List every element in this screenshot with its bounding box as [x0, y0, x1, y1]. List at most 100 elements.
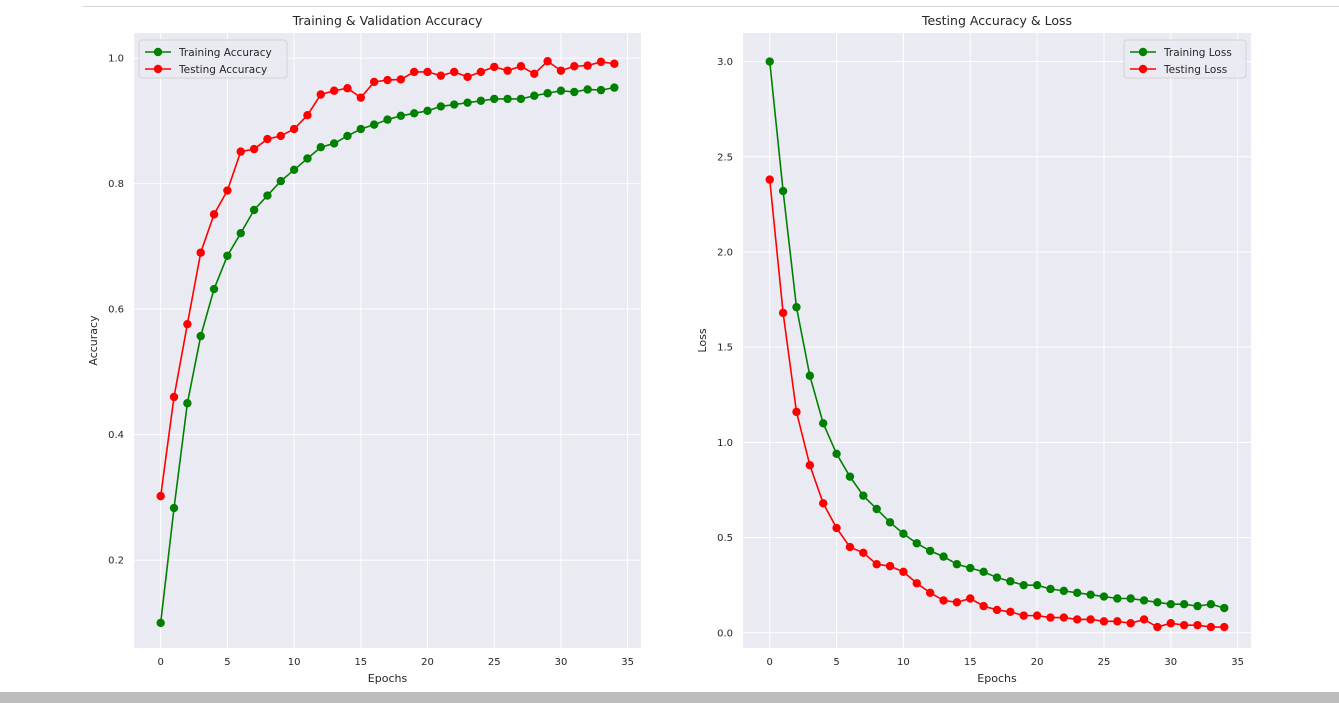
data-point: [570, 87, 579, 97]
data-point: [530, 69, 539, 78]
y-tick-label: 2.0: [717, 247, 733, 258]
data-point: [209, 284, 219, 294]
data-point: [792, 407, 801, 417]
data-point: [1019, 611, 1028, 620]
x-tick-label: 10: [288, 657, 301, 668]
legend-marker: [1138, 47, 1148, 57]
data-point: [925, 546, 935, 556]
data-point: [476, 96, 486, 105]
data-point: [169, 503, 179, 513]
series-testing: [156, 57, 619, 501]
x-tick-label: 15: [354, 657, 367, 668]
data-point: [396, 75, 406, 84]
data-point: [1126, 594, 1135, 603]
chart-title: Testing Accuracy & Loss: [921, 13, 1072, 28]
data-point: [1206, 600, 1216, 609]
y-axis-title: Loss: [696, 328, 709, 352]
data-point: [992, 573, 1002, 582]
data-point: [805, 371, 815, 380]
series-training: [765, 57, 1229, 613]
data-point: [610, 59, 619, 68]
y-tick-label: 0.5: [717, 533, 733, 544]
data-point: [396, 111, 406, 121]
x-tick-label: 35: [621, 657, 634, 668]
data-point: [263, 134, 272, 144]
data-point: [329, 139, 339, 148]
y-tick-label: 0.4: [108, 430, 124, 441]
legend-marker: [153, 47, 163, 57]
data-point: [1046, 584, 1055, 594]
y-tick-label: 3.0: [717, 57, 733, 68]
data-point: [1032, 580, 1042, 590]
x-tick-label: 5: [224, 657, 230, 668]
data-point: [543, 57, 552, 66]
data-point: [832, 449, 841, 458]
y-tick-label: 0.6: [108, 305, 124, 316]
legend: Training Accuracy Testing Accuracy: [138, 39, 288, 79]
y-tick-label: 0.2: [108, 556, 124, 567]
data-point: [596, 85, 606, 95]
legend-label: Testing Accuracy: [178, 64, 267, 76]
data-point: [516, 94, 526, 104]
data-point: [819, 499, 828, 508]
data-point: [316, 143, 325, 152]
data-point: [1193, 601, 1202, 611]
data-point: [316, 90, 325, 99]
data-point: [303, 111, 312, 120]
data-point: [1073, 588, 1082, 597]
data-point: [966, 563, 975, 573]
data-point: [1153, 598, 1162, 607]
data-point: [952, 560, 962, 569]
x-tick-label: 25: [488, 657, 501, 668]
data-point: [436, 102, 446, 111]
x-tick-label: 0: [157, 657, 163, 668]
data-point: [765, 175, 774, 184]
accuracy-chart: 0 5 10 15 20 25 30 35 0.2 0.4 0.6 0.8 1.0 Epochs Accur…: [87, 13, 641, 685]
horizontal-scrollbar[interactable]: [0, 692, 1339, 703]
data-point: [979, 567, 988, 577]
data-point: [1046, 613, 1055, 622]
data-point: [236, 228, 245, 238]
data-point: [343, 84, 352, 93]
data-point: [1179, 620, 1189, 630]
legend-marker: [153, 64, 163, 74]
data-point: [183, 399, 192, 408]
y-tick-label: 1.5: [717, 343, 733, 354]
data-point: [503, 66, 512, 75]
data-point: [832, 523, 841, 533]
data-point: [1193, 620, 1202, 630]
data-point: [1206, 622, 1216, 632]
data-point: [966, 594, 975, 603]
data-point: [1113, 617, 1122, 626]
data-point: [885, 518, 895, 527]
data-point: [183, 319, 192, 329]
data-point: [583, 61, 592, 70]
data-point: [925, 588, 935, 597]
data-point: [369, 120, 379, 129]
data-point: [289, 165, 299, 175]
x-tick-label: 15: [964, 657, 977, 668]
x-tick-label: 30: [1164, 657, 1177, 668]
data-point: [1139, 596, 1149, 605]
legend-marker: [1138, 64, 1148, 74]
y-tick-label: 2.5: [717, 152, 733, 163]
data-point: [236, 147, 245, 156]
data-point: [952, 598, 962, 607]
data-point: [156, 618, 165, 628]
y-tick-label: 0.0: [717, 628, 733, 639]
data-point: [979, 601, 988, 611]
x-axis-title: Epochs: [368, 672, 408, 685]
data-point: [516, 62, 526, 71]
data-point: [1099, 617, 1109, 626]
data-point: [596, 57, 606, 67]
data-point: [543, 89, 552, 98]
data-point: [490, 94, 499, 104]
data-point: [463, 98, 472, 107]
plot-area: [743, 33, 1251, 648]
data-point: [1139, 615, 1149, 624]
legend-box: [138, 39, 288, 79]
data-point: [1153, 622, 1162, 632]
series-training: [156, 83, 619, 628]
data-point: [450, 67, 459, 77]
data-point: [1166, 619, 1175, 628]
